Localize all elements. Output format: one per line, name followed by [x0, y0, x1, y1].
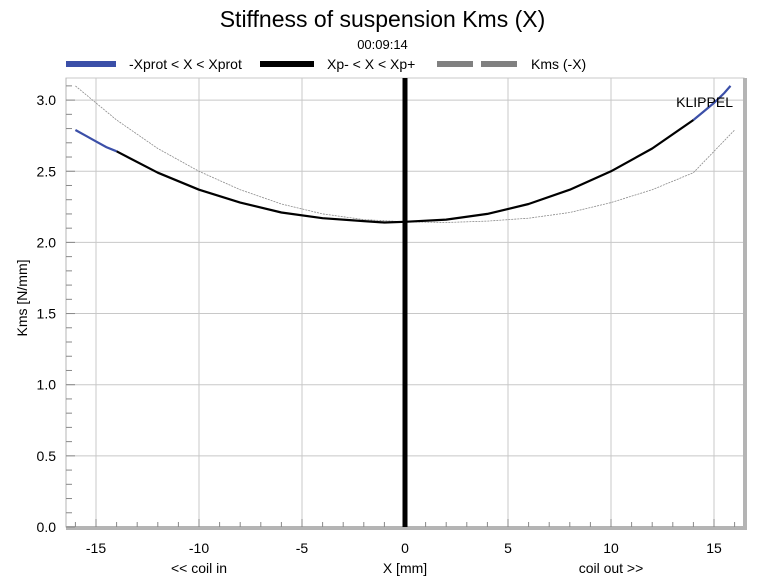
- legend-label-xprot: -Xprot < X < Xprot: [129, 56, 242, 72]
- legend-swatch-xprot: [66, 61, 116, 67]
- x-tick-label: 10: [603, 540, 619, 556]
- y-tick-label: 3.0: [37, 92, 57, 108]
- x-side-label-left: << coil in: [171, 560, 227, 576]
- legend-label-xp: Xp- < X < Xp+: [327, 56, 416, 72]
- timestamp: 00:09:14: [357, 37, 408, 52]
- legend-swatch-kms-neg-a: [437, 61, 473, 67]
- y-tick-label: 0.5: [37, 448, 57, 464]
- x-tick-label: -5: [296, 540, 309, 556]
- series-xp-range: [116, 119, 695, 224]
- x-tick-label: 0: [401, 540, 409, 556]
- chart-title: Stiffness of suspension Kms (X): [219, 6, 546, 32]
- y-tick-label: 2.5: [37, 163, 57, 179]
- klippel-watermark: KLIPPEL: [676, 94, 733, 110]
- x-tick-label: -15: [86, 540, 106, 556]
- series-layer: [74, 78, 735, 527]
- y-tick-label: 0.0: [37, 519, 57, 535]
- x-tick-label: 5: [504, 540, 512, 556]
- x-tick-label: 15: [706, 540, 722, 556]
- y-tick-label: 1.5: [37, 306, 57, 322]
- y-tick-label: 1.0: [37, 377, 57, 393]
- x-tick-label: -10: [189, 540, 209, 556]
- x-side-label-right: coil out >>: [579, 560, 644, 576]
- x-axis-label: X [mm]: [383, 560, 427, 576]
- legend-swatch-xp: [260, 61, 314, 67]
- legend-label-kms-neg: Kms (-X): [531, 56, 587, 72]
- legend: -Xprot < X < Xprot Xp- < X < Xp+ Kms (-X…: [0, 55, 765, 75]
- series-xprot-right: [692, 85, 732, 121]
- series-xprot-left: [74, 129, 118, 153]
- legend-swatch-kms-neg-b: [481, 61, 517, 67]
- axes: [65, 78, 747, 530]
- y-tick-label: 2.0: [37, 234, 57, 250]
- labels-layer: 0.0 0.5 1.0 1.5 2.0 2.5 3.0 -15 -10 -5 0 5 10 15 X [mm…: [37, 92, 734, 576]
